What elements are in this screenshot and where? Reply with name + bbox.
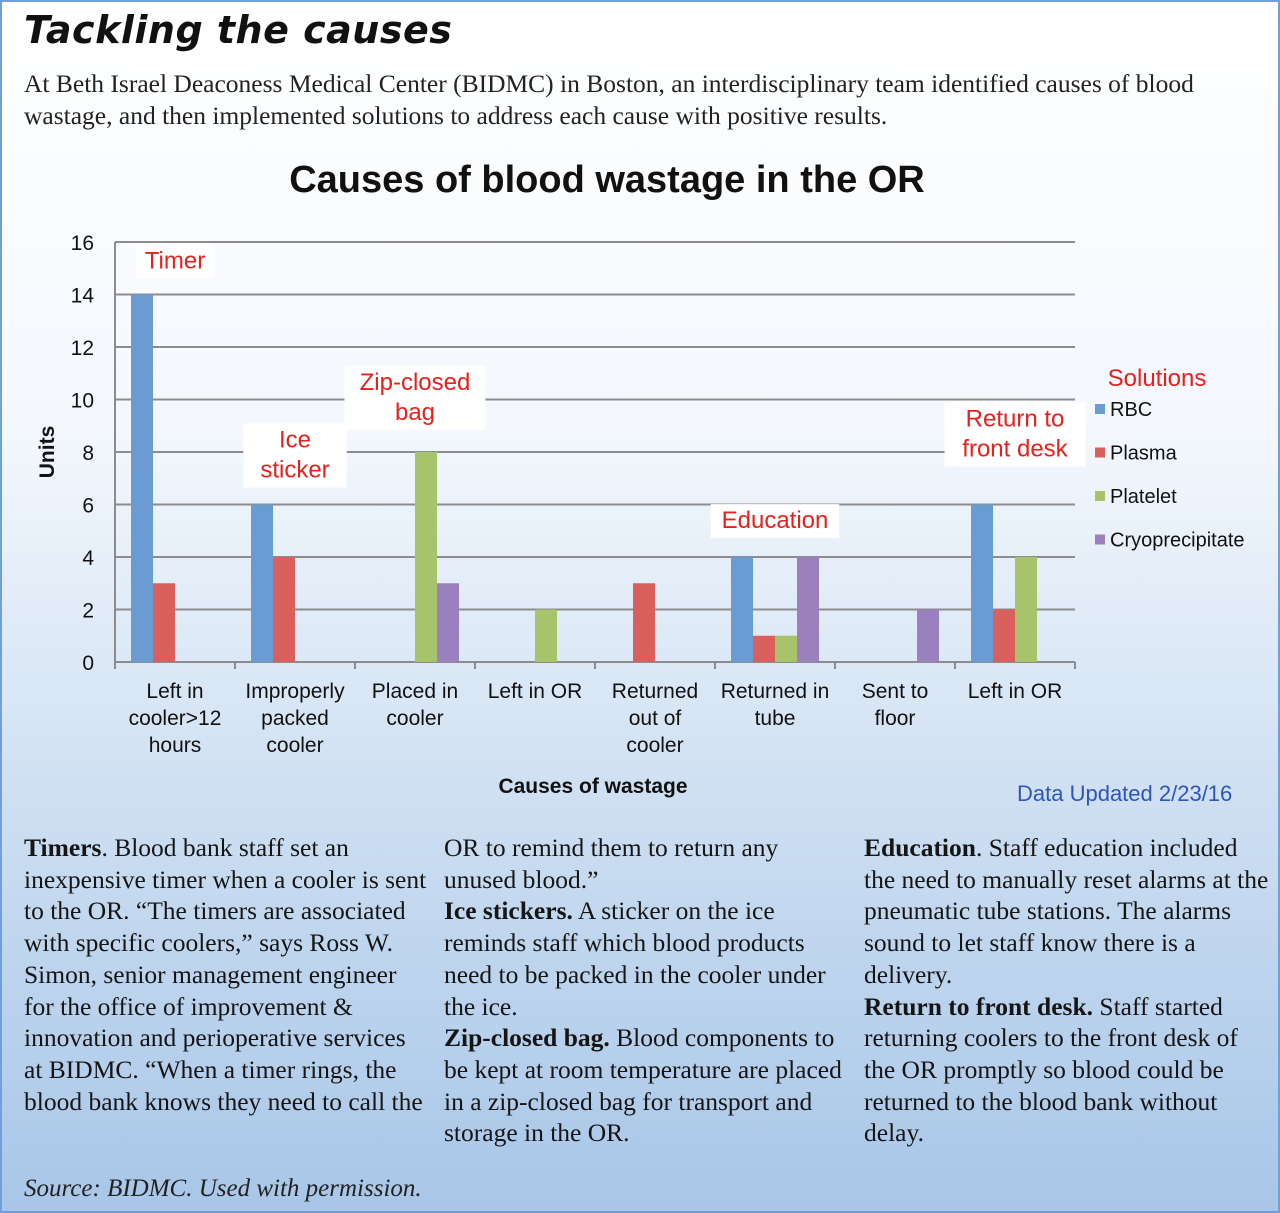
text-columns: Timers. Blood bank staff set an inexpens… — [24, 832, 1269, 1149]
bar-cryoprecipitate-6 — [917, 609, 939, 662]
x-category-label: Placed in — [372, 680, 458, 703]
paragraph-text: A sticker on the ice reminds staff which… — [444, 896, 826, 1021]
solution-annotation: Return to — [966, 406, 1065, 433]
legend-swatch-cryoprecipitate — [1095, 534, 1105, 545]
column-paragraph: Zip-closed bag. Blood components to be k… — [444, 1022, 849, 1149]
legend-swatch-rbc — [1095, 404, 1105, 414]
column-paragraph: OR to remind them to return any unused b… — [444, 832, 849, 895]
y-tick-label: 12 — [71, 337, 94, 360]
paragraph-text: Staff started returning coolers to the f… — [864, 991, 1238, 1148]
bar-platelet-5 — [775, 635, 797, 662]
solution-annotation: sticker — [260, 457, 329, 484]
bar-rbc-7 — [971, 504, 993, 662]
y-tick-label: 14 — [71, 285, 95, 308]
legend-entry-cryoprecipitate: Cryoprecipitate — [1110, 530, 1245, 552]
x-category-label: hours — [149, 734, 202, 757]
annotation-backdrop — [344, 365, 486, 430]
legend-swatch-platelet — [1095, 491, 1105, 501]
y-axis-label: Units — [36, 426, 59, 479]
annotation-backdrop — [243, 423, 347, 488]
y-tick-label: 0 — [82, 652, 94, 675]
column-paragraph: Ice stickers. A sticker on the ice remin… — [444, 895, 849, 1022]
column-paragraph: Timers. Blood bank staff set an inexpens… — [24, 832, 429, 1117]
x-category-label: cooler — [386, 707, 443, 730]
x-category-label: cooler>12 — [129, 707, 222, 730]
paragraph-text: OR to remind them to return any unused b… — [444, 833, 779, 894]
annotation-backdrop — [944, 402, 1086, 467]
chart-title: Causes of blood wastage in the OR — [289, 159, 925, 201]
x-category-label: Sent to — [862, 680, 929, 703]
paragraph-lead: Education — [864, 833, 976, 862]
column-paragraph: Return to front desk. Staff started retu… — [864, 991, 1269, 1150]
x-category-label: Returned — [612, 680, 698, 703]
bar-plasma-5 — [753, 635, 775, 662]
legend-entry-plasma: Plasma — [1110, 443, 1178, 465]
y-tick-label: 16 — [71, 232, 94, 255]
x-category-label: cooler — [266, 734, 323, 757]
x-category-label: Returned in — [721, 680, 830, 703]
paragraph-lead: Ice stickers. — [444, 896, 573, 926]
x-category-label: Improperly — [245, 680, 345, 703]
bar-cryoprecipitate-2 — [437, 583, 459, 662]
x-category-label: Left in — [146, 680, 203, 703]
paragraph-lead: Return to front desk. — [864, 991, 1094, 1021]
bar-platelet-3 — [535, 609, 557, 662]
solution-annotation: bag — [395, 399, 435, 426]
annotation-backdrop — [710, 504, 840, 539]
y-tick-label: 4 — [82, 547, 94, 570]
source-credit: Source: BIDMC. Used with permission. — [24, 1175, 422, 1202]
paragraph-lead: Timers — [24, 833, 102, 862]
bar-rbc-5 — [731, 557, 753, 662]
bar-cryoprecipitate-5 — [797, 557, 819, 662]
text-column-3: Education. Staff education included the … — [864, 832, 1269, 1149]
x-category-label: cooler — [626, 734, 683, 757]
bar-rbc-1 — [251, 504, 273, 662]
solution-annotation: Ice — [279, 427, 311, 454]
bar-plasma-1 — [273, 557, 295, 662]
annotation-backdrop — [135, 244, 215, 279]
y-tick-label: 8 — [82, 442, 94, 465]
text-column-2: OR to remind them to return any unused b… — [444, 832, 849, 1149]
x-category-label: tube — [755, 707, 796, 730]
solution-annotation: Education — [722, 507, 829, 534]
column-paragraph: Education. Staff education included the … — [864, 832, 1269, 991]
paragraph-text: . Blood bank staff set an inexpensive ti… — [24, 833, 427, 1116]
legend-entry-platelet: Platelet — [1110, 486, 1177, 508]
x-category-label: packed — [261, 707, 329, 730]
paragraph-text: Blood components to be kept at room temp… — [444, 1023, 842, 1148]
solution-annotation: Zip-closed — [360, 369, 471, 396]
x-category-label: floor — [875, 707, 916, 730]
bar-rbc-0 — [131, 294, 153, 662]
y-tick-label: 6 — [82, 495, 94, 518]
legend-entry-rbc: RBC — [1110, 399, 1152, 421]
y-tick-label: 10 — [71, 390, 94, 413]
paragraph-lead: Zip-closed bag. — [444, 1023, 610, 1053]
x-axis-label: Causes of wastage — [498, 775, 687, 798]
headline: Tackling the causes — [24, 8, 453, 52]
bar-platelet-2 — [415, 452, 437, 662]
x-category-label: Left in OR — [488, 680, 583, 703]
intro-text: At Beth Israel Deaconess Medical Center … — [24, 69, 1194, 130]
data-updated-label: Data Updated 2/23/16 — [1017, 781, 1233, 806]
bar-platelet-7 — [1015, 557, 1037, 662]
paragraph-text: . Staff education included the need to m… — [864, 833, 1269, 989]
x-category-label: out of — [629, 707, 682, 730]
solution-annotation: Timer — [145, 247, 205, 274]
y-tick-label: 2 — [82, 600, 94, 623]
text-column-1: Timers. Blood bank staff set an inexpens… — [24, 832, 429, 1149]
bar-plasma-7 — [993, 609, 1015, 662]
solution-annotation: front desk — [962, 436, 1068, 463]
legend-title: Solutions — [1108, 365, 1207, 392]
legend-swatch-plasma — [1095, 447, 1105, 458]
bar-plasma-4 — [633, 583, 655, 662]
bar-chart: Causes of blood wastage in the OR 0 2 4 6 8 10… — [36, 159, 1245, 798]
x-category-label: Left in OR — [968, 680, 1063, 703]
bar-plasma-0 — [153, 583, 175, 662]
